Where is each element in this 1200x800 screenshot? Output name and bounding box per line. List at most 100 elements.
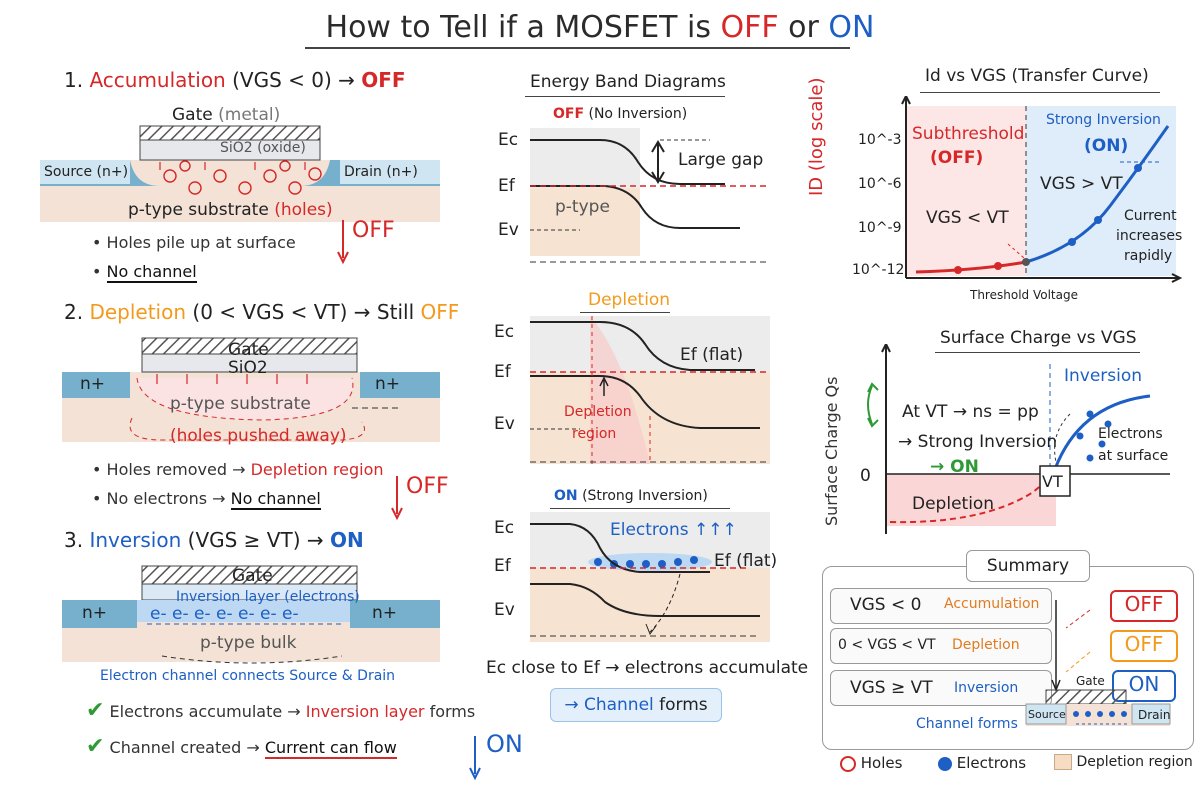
- on-ev-label: Ev: [494, 600, 515, 620]
- dep-region-label-2: region: [572, 426, 617, 442]
- off-ev-label: Ev: [498, 220, 519, 240]
- gate-metal: [139, 125, 321, 141]
- inv-check-1: ✔ Electrons accumulate → Inversion layer…: [86, 698, 476, 723]
- subthreshold-curve: [915, 260, 1027, 274]
- off-ec-label: Ec: [498, 130, 519, 150]
- inversion-channel: [137, 600, 350, 622]
- dep-bullet-2: • No electrons → No channel: [92, 489, 321, 510]
- current-label-2: increases: [1116, 228, 1183, 244]
- hole-icon: [840, 755, 856, 772]
- drain-box: [340, 160, 440, 184]
- off-ef-label: Ef: [498, 176, 515, 196]
- acc-substrate-label: p-type substrate (holes): [128, 200, 333, 220]
- dep-substrate-label: p-type substrate: [170, 394, 311, 414]
- off-ptype: p-type: [555, 197, 610, 217]
- depletion-swatch-icon: [1054, 754, 1072, 770]
- subthreshold-state: (OFF): [930, 148, 984, 168]
- field-arrows: [159, 162, 306, 170]
- band-off-heading: OFF (No Inversion): [553, 106, 688, 122]
- transfer-title: Id vs VGS (Transfer Curve): [925, 66, 1149, 86]
- ytick-4: 10^-12: [852, 262, 905, 278]
- surface-zero: 0: [860, 466, 871, 486]
- summary-cond-2: 0 < VGS < VT: [838, 637, 936, 653]
- summary-row-2: [830, 628, 1052, 664]
- dep-oxide: [141, 353, 358, 373]
- inv-n-left: n+: [82, 603, 108, 623]
- accumulation-heading: 1. Accumulation (VGS < 0) → OFF: [64, 68, 406, 92]
- inversion-heading: 3. Inversion (VGS ≥ VT) → ON: [64, 528, 364, 552]
- strong-inversion-label: Strong Inversion: [1046, 112, 1161, 128]
- vgs-lt-label: VGS < VT: [926, 208, 1009, 228]
- summary-mini-device: [1025, 600, 1171, 726]
- dep-n-left: n+: [80, 374, 106, 394]
- surface-charge-chart: [867, 344, 1170, 534]
- hole-symbols: [163, 160, 322, 195]
- off-ec-curve: [530, 139, 725, 185]
- acc-down-arrow-icon: [337, 220, 349, 264]
- depletion-heading: 2. Depletion (0 < VGS < VT) → Still OFF: [64, 300, 460, 324]
- ytick-1: 10^-3: [858, 132, 902, 148]
- inv-n-right: n+: [372, 603, 398, 623]
- dep-n-right: n+: [375, 374, 401, 394]
- surface-at-vt: At VT → ns = pp: [902, 402, 1039, 422]
- band-on-heading: ON (Strong Inversion): [554, 488, 708, 504]
- dep-ef-flat: Ef (flat): [680, 345, 744, 365]
- acc-bullet-2: • No channel: [92, 262, 197, 283]
- acc-gate-label: Gate (metal): [172, 105, 281, 125]
- on-ef-label: Ef: [494, 556, 511, 576]
- off-ev-curve: [530, 185, 740, 229]
- dep-region-outline: [136, 377, 354, 421]
- transfer-ylabel: ID (log scale): [806, 77, 827, 196]
- surface-inversion-label: Inversion: [1064, 366, 1143, 386]
- acc-off-arrow-label: OFF: [352, 218, 395, 243]
- acc-source-label: Source (n+): [44, 164, 129, 180]
- summary-source: Source: [1028, 708, 1066, 721]
- acc-drain-label: Drain (n+): [344, 164, 418, 180]
- page-title: How to Tell if a MOSFET is OFF or ON: [325, 10, 875, 45]
- strong-curve: [1025, 125, 1170, 264]
- summary-gate: Gate: [1076, 674, 1105, 688]
- surface-on: → ON: [930, 457, 979, 477]
- inv-electrons: e- e- e- e- e- e- e-: [150, 604, 299, 624]
- legend-holes: Holes: [840, 754, 902, 772]
- summary-state-1: OFF: [1110, 590, 1178, 622]
- surface-electrons-2: at surface: [1098, 448, 1169, 464]
- summary-cond-3: VGS ≥ VT: [850, 678, 933, 698]
- depletion-diagram: [62, 337, 440, 442]
- dep-oxide-label: SiO2: [228, 358, 268, 378]
- summary-title: Summary: [966, 550, 1090, 582]
- inv-check-2: ✔ Channel created → Current can flow: [86, 734, 397, 759]
- title-underline: [305, 47, 850, 49]
- current-label-1: Current: [1124, 208, 1177, 224]
- dep-holes-label: (holes pushed away): [170, 426, 347, 446]
- dep-bullet-1: • Holes removed → Depletion region: [92, 460, 384, 479]
- summary-region-2: Depletion: [952, 637, 1020, 653]
- curve-points: [954, 164, 1142, 274]
- acc-oxide-label: SiO2 (oxide): [220, 140, 306, 156]
- surface-ylabel: Surface Charge Qs: [822, 376, 841, 526]
- summary-region-3: Inversion: [954, 680, 1019, 696]
- band-note: Ec close to Ef → electrons accumulate: [486, 658, 809, 678]
- inv-connects-label: Electron channel connects Source & Drain: [100, 668, 396, 684]
- subthreshold-label: Subthreshold: [912, 124, 1025, 144]
- dep-shaded-region: [590, 316, 650, 464]
- source-box: [40, 160, 130, 184]
- dep-down-arrow-icon: [391, 476, 403, 520]
- surface-strong: → Strong Inversion: [898, 432, 1058, 452]
- legend-depletion: Depletion region: [1054, 754, 1193, 770]
- summary-state-2: OFF: [1110, 630, 1178, 662]
- on-ec-label: Ec: [494, 518, 515, 538]
- summary-cond-1: VGS < 0: [850, 595, 922, 615]
- dep-ef-label: Ef: [494, 362, 511, 382]
- surface-title: Surface Charge vs VGS: [940, 328, 1137, 348]
- dep-region-label-1: Depletion: [564, 404, 632, 420]
- dep-off-arrow-label: OFF: [406, 474, 449, 499]
- summary-drain: Drain: [1138, 708, 1171, 722]
- inv-down-arrow-icon: [469, 736, 481, 780]
- inv-gate-label: Gate: [232, 566, 273, 586]
- current-label-3: rapidly: [1124, 248, 1173, 264]
- inv-on-arrow-label: ON: [486, 730, 523, 758]
- channel-forms-box: → Channel forms: [550, 688, 722, 722]
- acc-bullet-1: • Holes pile up at surface: [92, 233, 296, 252]
- inversion-curve: [1053, 394, 1151, 470]
